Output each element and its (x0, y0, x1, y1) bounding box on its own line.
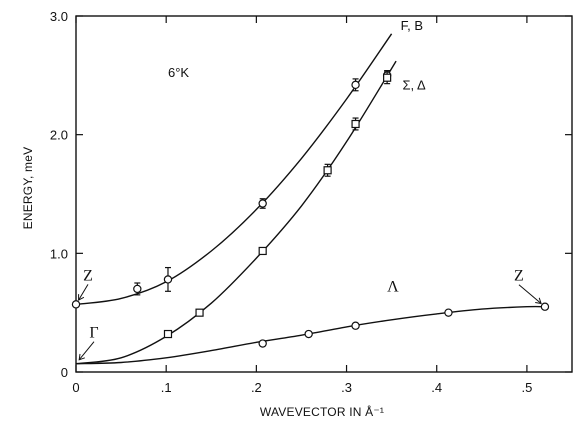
x-tick-label-0: 0 (72, 380, 79, 395)
point-label-2: Z (514, 268, 524, 285)
point-2-2 (351, 321, 360, 330)
point-label-arrowhead-0 (78, 294, 85, 301)
point-1-1 (195, 308, 204, 317)
point-label-arrowhead-2 (535, 297, 542, 305)
x-tick-label-2: .2 (251, 380, 262, 395)
point-label-arrow-2 (518, 284, 542, 304)
temperature-label: 6°K (168, 65, 189, 80)
point-1-3 (323, 166, 332, 175)
x-tick-label-1: .1 (161, 380, 172, 395)
point-label-0: Z (83, 267, 93, 284)
x-tick-label-5: .5 (521, 380, 532, 395)
point-0-0 (71, 300, 81, 309)
fit-curves (75, 33, 545, 365)
point-0-2 (163, 275, 173, 284)
point-label-arrow-1 (78, 341, 95, 361)
annotations: Z Γ Z F, B Σ, Δ Λ (78, 18, 542, 361)
axes: 0 .1 .2 .3 .4 .5 0 1.0 2.0 3.0 (50, 9, 573, 395)
y-tick-label-1: 1.0 (50, 246, 68, 261)
point-2-3 (444, 308, 453, 317)
point-2-0 (258, 339, 267, 348)
point-0-4 (351, 80, 360, 90)
point-2-4 (540, 302, 550, 311)
curve-label-0: F, B (401, 18, 423, 33)
point-1-5 (383, 73, 392, 82)
y-tick-label-3: 3.0 (50, 9, 68, 24)
point-label-arrow-0 (78, 284, 89, 301)
x-tick-label-3: .3 (341, 380, 352, 395)
point-label-arrowhead-1 (78, 353, 85, 361)
point-1-0 (163, 329, 173, 339)
y-tick-label-2: 2.0 (50, 128, 68, 143)
point-0-1 (133, 284, 142, 294)
curve-series-2 (75, 305, 545, 365)
point-1-4 (351, 119, 360, 129)
point-2-1 (304, 329, 313, 339)
x-axis-title: WAVEVECTOR IN Å⁻¹ (260, 404, 384, 419)
x-tick-label-4: .4 (431, 380, 442, 395)
curve-label-2: Λ (387, 278, 399, 295)
y-tick-label-0: 0 (61, 365, 68, 380)
point-0-3 (258, 199, 267, 208)
plot-frame (75, 15, 573, 373)
y-axis-title: ENERGY, meV (21, 147, 35, 230)
curve-series-0 (75, 33, 393, 306)
data-points (71, 69, 550, 348)
curve-series-1 (75, 60, 397, 365)
curve-label-1: Σ, Δ (402, 78, 426, 93)
point-label-1: Γ (89, 325, 98, 342)
point-1-2 (258, 246, 267, 256)
